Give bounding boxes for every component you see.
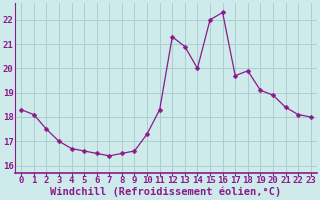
X-axis label: Windchill (Refroidissement éolien,°C): Windchill (Refroidissement éolien,°C) [50, 187, 282, 197]
